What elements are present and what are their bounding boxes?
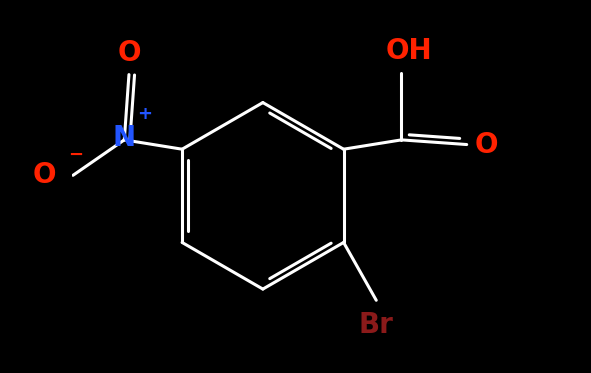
Text: O: O [33,161,56,189]
Text: +: + [137,105,152,123]
Text: OH: OH [385,37,432,65]
Text: N: N [113,124,136,152]
Text: −: − [69,146,83,164]
Text: Br: Br [359,311,394,339]
Text: O: O [117,39,141,67]
Text: O: O [474,131,498,159]
